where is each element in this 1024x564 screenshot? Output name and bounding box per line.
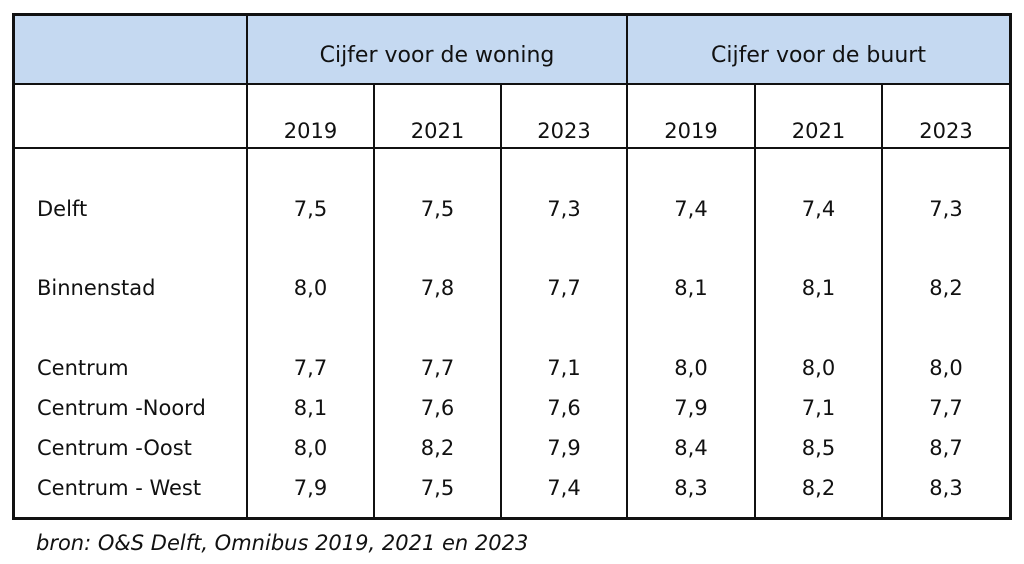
table-cell: 8,7 [929,436,963,460]
table-cell: 8,0 [293,276,328,300]
table-cell: 7,1 [801,396,836,420]
table-cell: 8,0 [929,356,963,380]
table-cell: 8,1 [801,276,836,300]
table-cell: 8,2 [420,436,455,460]
table-cell: 8,3 [929,476,963,500]
table-cell: 7,7 [293,356,328,380]
table-cell: 7,7 [547,276,581,300]
table-cell: 8,2 [929,276,963,300]
table-cell: 7,8 [420,276,455,300]
table-cell: 7,5 [293,197,328,221]
table-cell: 8,0 [674,356,708,380]
table-cell: 8,1 [293,396,328,420]
table-cell: 7,4 [801,197,836,221]
table-cell: 7,7 [420,356,455,380]
divider [626,16,628,517]
row-label: Delft [37,197,88,221]
group-header-woning: Cijfer voor de woning [319,43,555,68]
divider [15,147,1009,149]
table-cell: 7,3 [547,197,581,221]
divider [246,16,248,517]
divider [373,83,375,517]
table-cell: 8,4 [674,436,708,460]
table-cell: 8,3 [674,476,708,500]
table-cell: 7,9 [674,396,708,420]
year-header: 2019 [664,119,718,143]
table-cell: 7,5 [420,476,455,500]
group-header-buurt: Cijfer voor de buurt [711,43,926,68]
row-label: Centrum -Oost [37,436,192,460]
divider [15,83,1009,85]
table-cell: 7,7 [929,396,963,420]
table-cell: 7,1 [547,356,581,380]
divider [881,83,883,517]
source-note: bron: O&S Delft, Omnibus 2019, 2021 en 2… [36,531,529,555]
divider [500,83,502,517]
table-cell: 7,5 [420,197,455,221]
year-header: 2023 [537,119,591,143]
table-cell: 7,9 [293,476,328,500]
table-cell: 8,5 [801,436,836,460]
row-label: Binnenstad [37,276,156,300]
row-label: Centrum -Noord [37,396,206,420]
table-cell: 8,0 [293,436,328,460]
data-table: Cijfer voor de woning Cijfer voor de buu… [12,13,1012,520]
row-label: Centrum - West [37,476,202,500]
table-cell: 8,1 [674,276,708,300]
table-cell: 7,9 [547,436,581,460]
year-header: 2021 [791,119,846,143]
year-header: 2023 [919,119,973,143]
table-cell: 8,2 [801,476,836,500]
year-header: 2019 [283,119,338,143]
table-cell: 7,3 [929,197,963,221]
table-cell: 7,4 [674,197,708,221]
table-cell: 7,6 [420,396,455,420]
divider [754,83,756,517]
year-header: 2021 [410,119,465,143]
table-cell: 7,4 [547,476,581,500]
header-band [15,16,1009,84]
table-cell: 8,0 [801,356,836,380]
table-cell: 7,6 [547,396,581,420]
row-label: Centrum [37,356,129,380]
